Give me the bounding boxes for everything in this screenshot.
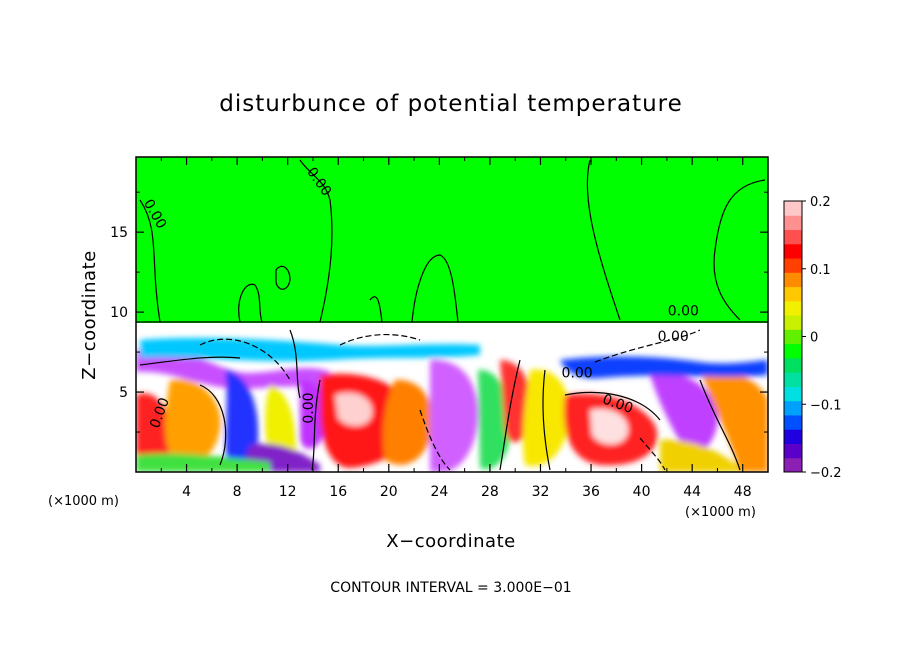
x-tick-label: 44: [683, 484, 701, 500]
colorbar-tick-label: −0.2: [810, 466, 842, 481]
blob-white-2: [590, 408, 629, 445]
blob-yellow-2: [522, 369, 570, 467]
contour-line: [139, 356, 241, 366]
blob-magenta-4: [650, 373, 718, 460]
colorbar-segment: [784, 329, 802, 345]
x-tick-label: 8: [233, 484, 242, 500]
x-axis: 4 8 12 16 20 24 28 32 36 40 44 48: [160, 157, 752, 500]
blob-orange-3: [700, 369, 768, 472]
colorbar-segment: [784, 315, 802, 330]
y-tick-label: 5: [119, 385, 128, 401]
interface-band: [136, 323, 768, 331]
contour-label: 0.00: [668, 303, 699, 319]
colorbar-segment: [784, 215, 802, 231]
blob-red-1: [136, 393, 171, 472]
contour-line: [299, 159, 333, 323]
contour-line: [369, 296, 383, 323]
x-axis-label: X−coordinate: [386, 531, 515, 552]
contour-line: [199, 338, 291, 381]
colorbar-segment: [784, 414, 802, 430]
x-axis-unit: (×1000 m): [48, 494, 119, 509]
contour-line: [339, 333, 421, 346]
contour-line: [419, 409, 451, 471]
blob-blue-2: [560, 356, 768, 379]
colorbar-segment: [784, 372, 802, 387]
blob-orange-2: [383, 379, 433, 465]
blob-white-1: [335, 392, 373, 426]
contour-line: [199, 384, 227, 466]
x-tick-label: 48: [734, 484, 752, 500]
contour-line: [713, 179, 766, 321]
blob-yellow-3: [660, 439, 740, 472]
blob-orange-1: [165, 379, 221, 464]
plot-frame: [135, 156, 769, 473]
x-tick-label: 4: [182, 484, 191, 500]
colorbar-segment: [784, 243, 802, 259]
contour-line: [311, 379, 321, 471]
colorbar-tick-label: 0.2: [810, 195, 831, 210]
colorbar-segment: [784, 272, 802, 288]
contour-label: 0.00: [658, 329, 689, 345]
colorbar-segment: [784, 400, 802, 416]
colorbar-segment: [784, 286, 802, 302]
y-axis: 5 10 15: [110, 191, 768, 433]
contour-label: 0.00: [562, 366, 593, 382]
y-axis-label: Z−coordinate: [79, 250, 100, 379]
contour-label: 0.00: [301, 392, 317, 423]
y-tick-label: 15: [110, 225, 128, 241]
colorbar-segment: [784, 457, 802, 473]
contour-line: [542, 369, 551, 471]
x-tick-label: 40: [633, 484, 651, 500]
x-tick-label: 36: [582, 484, 600, 500]
x-tick-label: 12: [279, 484, 297, 500]
contour-line: [289, 329, 301, 399]
contour-lines: [136, 159, 768, 471]
colorbar-tick-label: 0.1: [810, 263, 831, 278]
x-tick-label: 28: [481, 484, 499, 500]
blob-magenta-3: [430, 359, 479, 472]
contour-line: [411, 254, 459, 323]
colorbar-segment: [784, 429, 802, 444]
x-tick-label: 24: [430, 484, 448, 500]
contour-line: [499, 359, 521, 471]
colorbar-tick-label: 0: [810, 331, 818, 346]
contour-line: [594, 329, 701, 363]
contour-line: [139, 199, 161, 323]
colorbar-tick-label: −0.1: [810, 398, 842, 413]
upper-layer-field: [136, 157, 768, 323]
colorbar: 0.2 0.1 0 −0.1 −0.2: [783, 195, 842, 481]
colorbar-segment: [784, 229, 802, 245]
contour-interval-note: CONTOUR INTERVAL = 3.000E−01: [330, 580, 571, 596]
plot-area: [136, 157, 768, 472]
contour-line: [238, 283, 263, 323]
contour-line: [275, 265, 291, 290]
contour-label-group: 0.000.000.000.000.000.000.000.00: [140, 165, 699, 431]
colorbar-segment: [784, 258, 802, 273]
colorbar-segment: [784, 201, 802, 216]
z-axis-unit: (×1000 m): [685, 505, 756, 520]
colorbar-segment: [784, 443, 802, 459]
blob-magenta-2: [300, 379, 327, 449]
chart-title: disturbunce of potential temperature: [219, 91, 683, 117]
colorbar-segment: [784, 386, 802, 402]
colorbar-segment: [784, 343, 802, 359]
blob-cyan-1: [140, 337, 480, 362]
x-tick-label: 20: [380, 484, 398, 500]
colorbar-segment: [784, 300, 802, 316]
contour-line: [639, 437, 666, 471]
x-tick-label: 32: [532, 484, 550, 500]
contour-line: [699, 379, 741, 471]
colorbar-segment: [784, 357, 802, 373]
x-tick-label: 16: [329, 484, 347, 500]
blob-green-2: [136, 453, 270, 472]
contour-line: [564, 391, 661, 421]
blob-blue-1: [225, 370, 259, 470]
contour-line: [586, 159, 621, 321]
y-tick-label: 10: [110, 305, 128, 321]
